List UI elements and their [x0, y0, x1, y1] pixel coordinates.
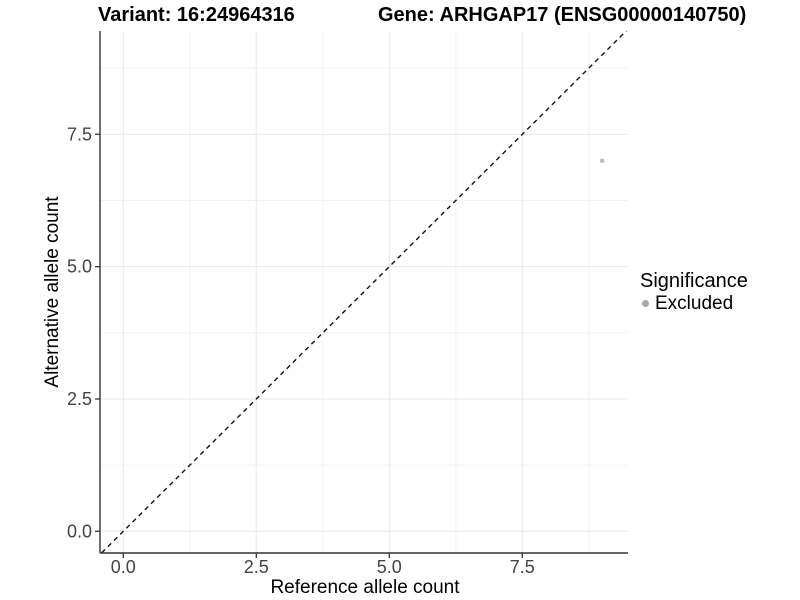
plot-title-variant: Variant: 16:24964316: [98, 4, 295, 26]
y-axis-title: Alternative allele count: [42, 196, 63, 388]
x-tick-label: 0.0: [111, 557, 136, 577]
legend-item-label: Excluded: [655, 292, 734, 314]
y-tick-label: 0.0: [67, 521, 92, 541]
data-point: [599, 158, 605, 164]
y-tick-label: 2.5: [67, 389, 92, 409]
identity-line: [100, 31, 628, 553]
legend-title: Significance: [640, 270, 748, 292]
legend: Significance Excluded: [640, 269, 748, 314]
x-axis-title: Reference allele count: [270, 577, 460, 598]
plot-title-gene: Gene: ARHGAP17 (ENSG00000140750): [378, 4, 747, 26]
x-tick-label: 5.0: [377, 557, 402, 577]
legend-point-icon: [642, 300, 649, 307]
x-tick-label: 7.5: [510, 557, 535, 577]
legend-item: Excluded: [640, 293, 748, 314]
y-tick-label: 5.0: [67, 257, 92, 277]
y-tick-label: 7.5: [67, 124, 92, 144]
x-tick-label: 2.5: [244, 557, 269, 577]
